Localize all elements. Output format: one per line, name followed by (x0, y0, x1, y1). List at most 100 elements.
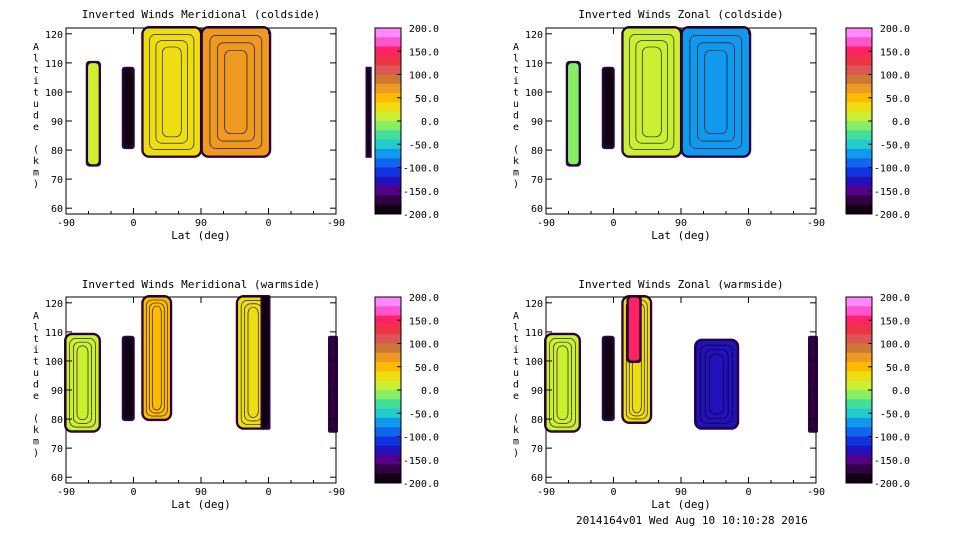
colorbar-segment (846, 130, 872, 141)
colorbar-segment (846, 399, 872, 410)
contour-region (682, 27, 750, 157)
colorbar-tick-label: 50.0 (886, 363, 910, 374)
colorbar-tick-label: -200.0 (403, 479, 439, 490)
x-tick-label: -90 (57, 218, 75, 229)
y-tick-label: 90 (531, 117, 543, 128)
chart-title: Inverted Winds Zonal (warmside) (578, 278, 783, 291)
contour-region (123, 337, 134, 420)
contour-line (704, 349, 729, 419)
colorbar-segment (846, 343, 872, 354)
footer-stamp: 2014164v01 Wed Aug 10 10:10:28 2016 (576, 514, 808, 527)
colorbar-segment (375, 204, 401, 215)
x-tick-label: -90 (57, 487, 75, 498)
colorbar-segment (846, 324, 872, 335)
colorbar-tick-label: 200.0 (880, 293, 910, 304)
colorbar-segment (375, 83, 401, 94)
x-tick-label: 90 (195, 487, 207, 498)
colorbar-segment (846, 74, 872, 85)
x-axis-label: Lat (deg) (171, 229, 231, 242)
contour-region (87, 62, 100, 165)
colorbar-segment (375, 324, 401, 335)
colorbar-tick-label: 100.0 (880, 71, 910, 82)
y-tick-label: 110 (525, 59, 543, 70)
y-tick-label: 100 (525, 357, 543, 368)
colorbar-tick-label: -50.0 (409, 140, 439, 151)
colorbar-segment (375, 93, 401, 103)
contour-line (161, 46, 182, 138)
colorbar-segment (375, 343, 401, 354)
colorbar-tick-label: -100.0 (403, 433, 439, 444)
contour-line (224, 49, 248, 134)
colorbar-tick-label: -150.0 (403, 456, 439, 467)
colorbar-segment (846, 28, 872, 38)
colorbar-segment (846, 186, 872, 196)
colorbar-tick-label: -150.0 (874, 187, 910, 198)
contour-line (69, 338, 96, 428)
y-tick-label: 110 (525, 328, 543, 339)
y-tick-label: 90 (531, 386, 543, 397)
colorbar-tick-label: 200.0 (409, 293, 439, 304)
y-tick-label: 80 (531, 415, 543, 426)
contour-line (217, 42, 255, 142)
colorbar-tick-label: -200.0 (403, 210, 439, 221)
colorbar-tick-label: 150.0 (880, 47, 910, 58)
contour-line (549, 338, 576, 428)
contour-region (202, 27, 270, 157)
x-tick-label: 0 (610, 487, 616, 498)
contour-line (73, 341, 92, 424)
colorbar-segment (375, 390, 401, 400)
colorbar-tick-label: 0.0 (892, 117, 910, 128)
colorbar-segment (375, 111, 401, 122)
y-tick-label: 60 (51, 204, 63, 215)
x-tick-label: 90 (675, 218, 687, 229)
colorbar-segment (375, 37, 401, 48)
colorbar-segment (375, 176, 401, 187)
colorbar-segment (375, 417, 401, 428)
contour-line (629, 34, 675, 150)
contour-line (556, 345, 569, 420)
y-tick-label: 70 (51, 175, 63, 186)
colorbar-segment (846, 176, 872, 187)
contour-line (209, 35, 263, 149)
x-tick-label: -90 (327, 487, 345, 498)
colorbar-segment (375, 28, 401, 38)
chart-panel-3: Inverted Winds Meridional (warmside) -90 0… (33, 278, 439, 511)
colorbar-segment (375, 380, 401, 391)
colorbar-segment (375, 455, 401, 465)
y-tick-label: 90 (51, 386, 63, 397)
x-tick-label: 0 (130, 487, 136, 498)
y-tick-label: 110 (45, 59, 63, 70)
y-tick-label: 100 (45, 88, 63, 99)
colorbar-segment (846, 55, 872, 66)
contour-region (262, 296, 269, 429)
colorbar-segment (375, 473, 401, 484)
contour-region (123, 68, 134, 148)
chart-panel-2: Inverted Winds Zonal (coldside) -90 0 90 0 -9… (513, 8, 910, 242)
colorbar-segment (846, 195, 872, 206)
y-tick-label: 80 (51, 415, 63, 426)
colorbar-segment (846, 93, 872, 103)
colorbar-tick-label: -50.0 (880, 140, 910, 151)
contour-region (695, 340, 738, 429)
colorbar-segment (375, 167, 401, 178)
chart-title: Inverted Winds Meridional (coldside) (82, 8, 320, 21)
plot-frame (545, 296, 817, 484)
colorbar-segment (846, 362, 872, 372)
colorbar-segment (846, 436, 872, 447)
colorbar-segment (375, 315, 401, 326)
colorbar-tick-label: -100.0 (874, 433, 910, 444)
chart-title: Inverted Winds Zonal (coldside) (578, 8, 783, 21)
colorbar-segment (846, 334, 872, 344)
x-tick-label: 0 (265, 487, 271, 498)
colorbar-segment (375, 352, 401, 363)
colorbar-segment (846, 37, 872, 48)
colorbar-segment (846, 139, 872, 150)
colorbar-segment (375, 46, 401, 57)
x-tick-label: 0 (745, 487, 751, 498)
x-tick-label: 0 (745, 218, 751, 229)
y-tick-label: 90 (51, 117, 63, 128)
contour-line (76, 345, 89, 420)
